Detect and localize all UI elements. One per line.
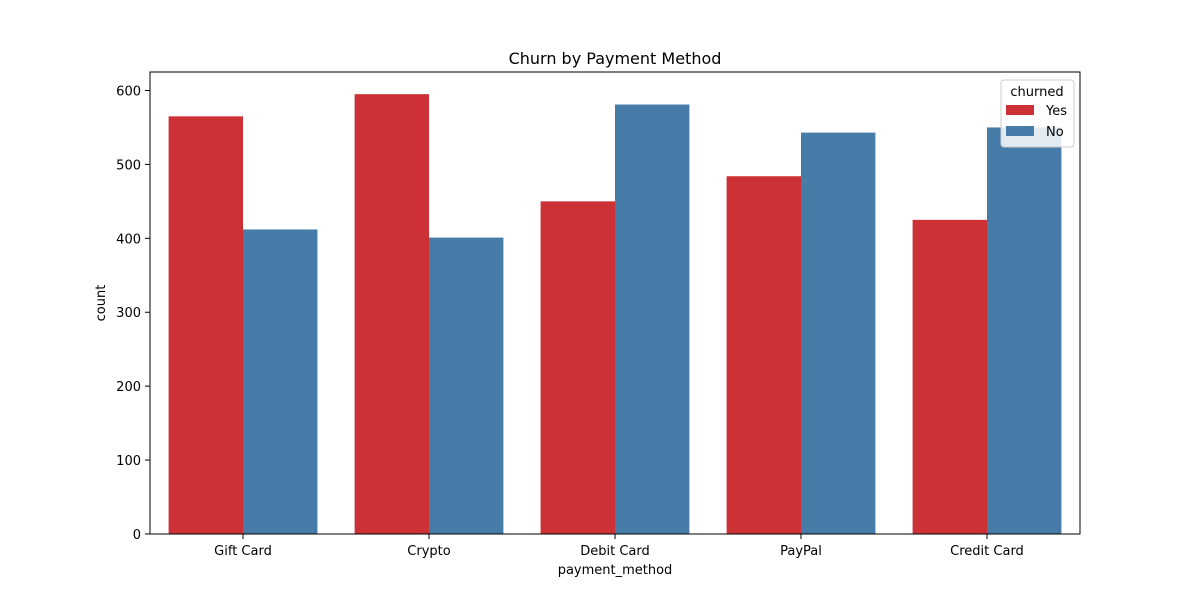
- bar-credit-card-yes: [912, 219, 987, 534]
- x-axis: Gift Card Crypto Debit Card PayPal Credit Ca…: [214, 534, 1024, 559]
- y-tick-label: 100: [116, 454, 141, 469]
- y-tick-label: 500: [116, 158, 141, 173]
- x-tick-label: Credit Card: [950, 544, 1024, 559]
- bar-paypal-yes: [726, 176, 801, 535]
- legend-title: churned: [1010, 85, 1063, 100]
- legend: churned Yes No: [1000, 79, 1075, 148]
- x-axis-label: payment_method: [558, 563, 673, 578]
- x-tick-label: Debit Card: [580, 544, 650, 559]
- bar-debit-card-no: [615, 104, 690, 535]
- y-tick-label: 300: [116, 306, 141, 321]
- y-tick-label: 200: [116, 380, 141, 395]
- y-tick-label: 600: [116, 84, 141, 99]
- bar-gift-card-no: [243, 229, 318, 534]
- bar-credit-card-no: [987, 127, 1062, 534]
- bars: [168, 94, 1062, 535]
- y-tick-label: 400: [116, 232, 141, 247]
- chart-title: Churn by Payment Method: [509, 49, 722, 68]
- bar-crypto-yes: [354, 94, 429, 535]
- bar-paypal-no: [801, 132, 876, 535]
- legend-label-yes: Yes: [1045, 104, 1067, 119]
- bar-debit-card-yes: [540, 201, 615, 535]
- y-axis: 0 100 200 300 400 500 600: [116, 84, 150, 543]
- bar-gift-card-yes: [168, 116, 243, 534]
- x-tick-label: Gift Card: [214, 544, 272, 559]
- legend-label-no: No: [1046, 125, 1064, 140]
- x-tick-label: Crypto: [407, 544, 450, 559]
- x-tick-label: PayPal: [780, 544, 822, 559]
- y-tick-label: 0: [133, 528, 141, 543]
- y-axis-label: count: [94, 285, 109, 322]
- legend-swatch-no: [1006, 126, 1034, 136]
- bar-crypto-no: [429, 237, 504, 534]
- legend-swatch-yes: [1006, 105, 1034, 115]
- legend-items: Yes No: [1006, 104, 1067, 140]
